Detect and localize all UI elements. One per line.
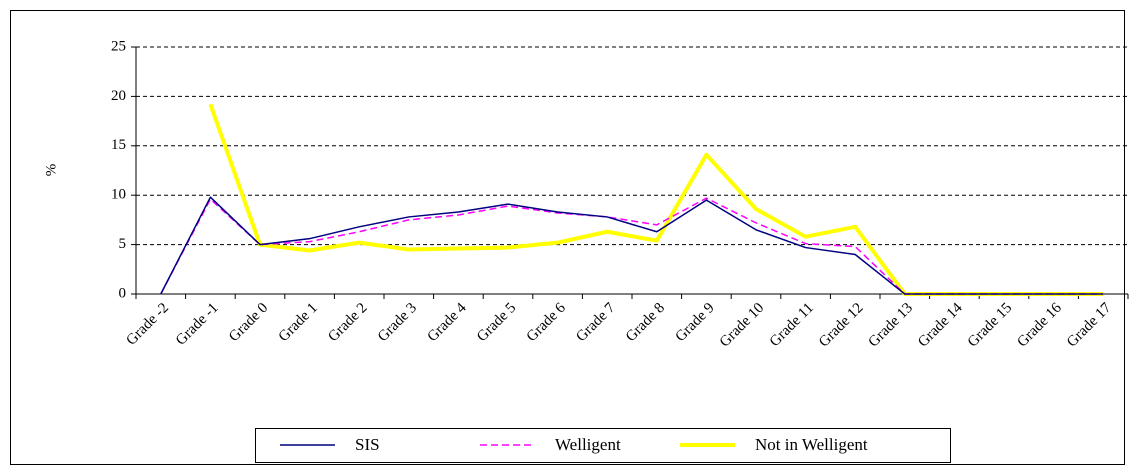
legend-label: Not in Welligent [755,435,868,454]
y-tick-label: 10 [111,187,126,203]
legend-label: Welligent [555,435,621,454]
chart-border [10,10,1125,465]
y-tick-label: 25 [111,38,126,54]
y-tick-label: 0 [119,285,127,301]
y-axis-label: % [43,164,59,177]
series-line [160,196,1104,295]
series-line [160,197,1104,295]
y-tick-label: 20 [111,88,126,104]
y-tick-label: 5 [119,236,127,252]
legend-box [255,428,951,463]
y-tick-label: 15 [111,137,126,153]
legend-label: SIS [355,435,380,454]
